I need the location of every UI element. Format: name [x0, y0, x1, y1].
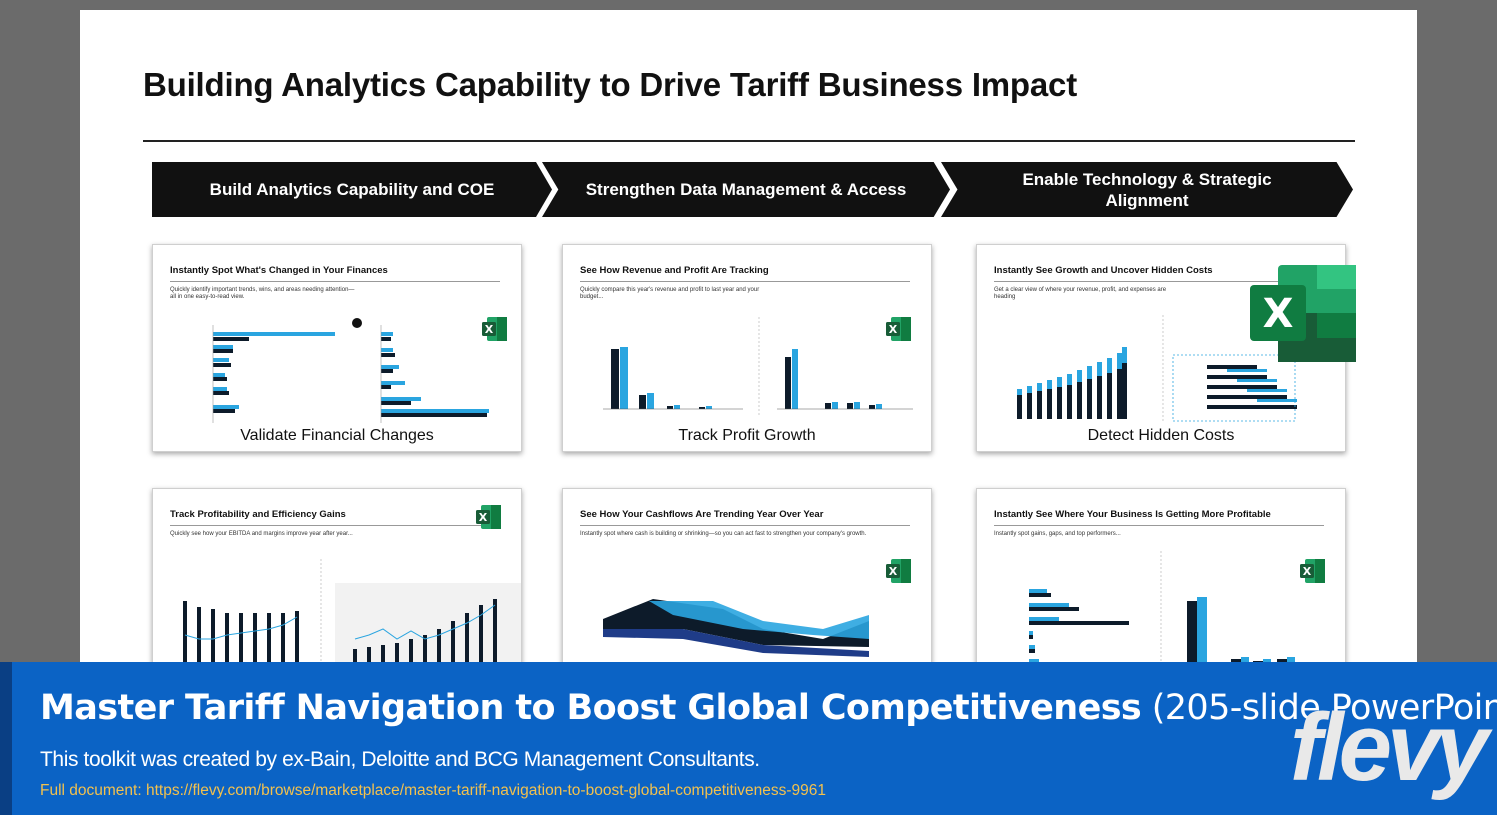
thumbnail-profitability: Track Profitability and Efficiency Gains… — [152, 488, 522, 680]
excel-icon: X — [886, 317, 911, 341]
step-label-2: Strengthen Data Management & Access — [585, 180, 907, 199]
thumbnail-subtitle: Get a clear view of where your revenue, … — [994, 287, 1167, 300]
thumbnail-heading: See How Revenue and Profit Are Tracking — [580, 265, 769, 276]
step-chevron-2: Strengthen Data Management & Access — [542, 162, 950, 217]
svg-text:X: X — [1303, 565, 1312, 578]
slide-title: Building Analytics Capability to Drive T… — [143, 66, 1077, 103]
banner-title-suffix: (205-slide PowerPoint) — [1151, 688, 1497, 728]
thumbnail-divider — [994, 281, 1324, 282]
thumbnail-subtitle: Instantly spot where cash is building or… — [580, 531, 867, 537]
step-chevron-3: Enable Technology & Strategic Alignment — [941, 162, 1353, 217]
thumbnail-subtitle: Quickly compare this year's revenue and … — [580, 287, 760, 300]
excel-icon: X — [476, 505, 501, 529]
thumbnail-caption: Detect Hidden Costs — [977, 426, 1345, 446]
thumbnail-divider — [580, 281, 910, 282]
thumbnail-subtitle: Quickly identify important trends, wins,… — [170, 287, 355, 300]
thumbnail-subtitle: Quickly see how your EBITDA and margins … — [170, 531, 353, 537]
thumbnail-divider — [170, 525, 500, 526]
thumbnail-profit-growth: See How Revenue and Profit Are Tracking … — [562, 244, 932, 452]
thumbnail-divider — [994, 525, 1324, 526]
title-divider — [143, 140, 1355, 142]
area-chart-illustration — [603, 599, 869, 657]
thumbnail-heading: See How Your Cashflows Are Trending Year… — [580, 509, 824, 520]
thumbnail-profitable-areas: Instantly See Where Your Business Is Get… — [976, 488, 1346, 680]
svg-text:X: X — [479, 511, 488, 524]
bar-chart-illustration — [212, 318, 489, 423]
thumbnail-heading: Instantly See Growth and Uncover Hidden … — [994, 265, 1213, 276]
thumbnail-heading: Instantly See Where Your Business Is Get… — [994, 509, 1271, 520]
promo-banner — [0, 662, 1497, 815]
thumbnail-caption: Validate Financial Changes — [153, 426, 521, 446]
thumbnail-financial-changes: Instantly Spot What's Changed in Your Fi… — [152, 244, 522, 452]
thumbnail-divider — [580, 525, 910, 526]
step-label-1: Build Analytics Capability and COE — [209, 180, 495, 199]
flevy-logo[interactable]: flevy — [1290, 694, 1489, 801]
thumbnail-caption: Track Profit Growth — [563, 426, 931, 446]
banner-credit: This toolkit was created by ex-Bain, Del… — [40, 748, 760, 771]
svg-text:X: X — [485, 323, 494, 336]
bar-chart-illustration — [603, 317, 913, 417]
step-chevron-1: Build Analytics Capability and COE — [152, 162, 552, 217]
excel-icon: X — [1250, 265, 1356, 362]
thumbnail-cashflows: See How Your Cashflows Are Trending Year… — [562, 488, 932, 680]
svg-text:X: X — [889, 323, 898, 336]
slide: Building Analytics Capability to Drive T… — [80, 10, 1417, 680]
thumbnail-divider — [170, 281, 500, 282]
excel-icon: X — [1300, 559, 1325, 583]
thumbnail-heading: Track Profitability and Efficiency Gains — [170, 509, 346, 520]
thumbnail-heading: Instantly Spot What's Changed in Your Fi… — [170, 265, 388, 276]
excel-icon: X — [886, 559, 911, 583]
svg-text:X: X — [1263, 291, 1294, 337]
svg-text:X: X — [889, 565, 898, 578]
step-label-3: Enable Technology & Strategic Alignment — [1022, 169, 1272, 210]
stacked-bar-chart-illustration — [1017, 315, 1297, 422]
banner-title: Master Tariff Navigation to Boost Global… — [40, 688, 1497, 728]
thumbnail-subtitle: Instantly spot gains, gaps, and top perf… — [994, 531, 1121, 537]
document-link[interactable]: Full document: https://flevy.com/browse/… — [40, 782, 826, 799]
excel-icon: X — [482, 317, 507, 341]
banner-edge — [0, 662, 12, 815]
banner-title-main: Master Tariff Navigation to Boost Global… — [40, 688, 1142, 728]
